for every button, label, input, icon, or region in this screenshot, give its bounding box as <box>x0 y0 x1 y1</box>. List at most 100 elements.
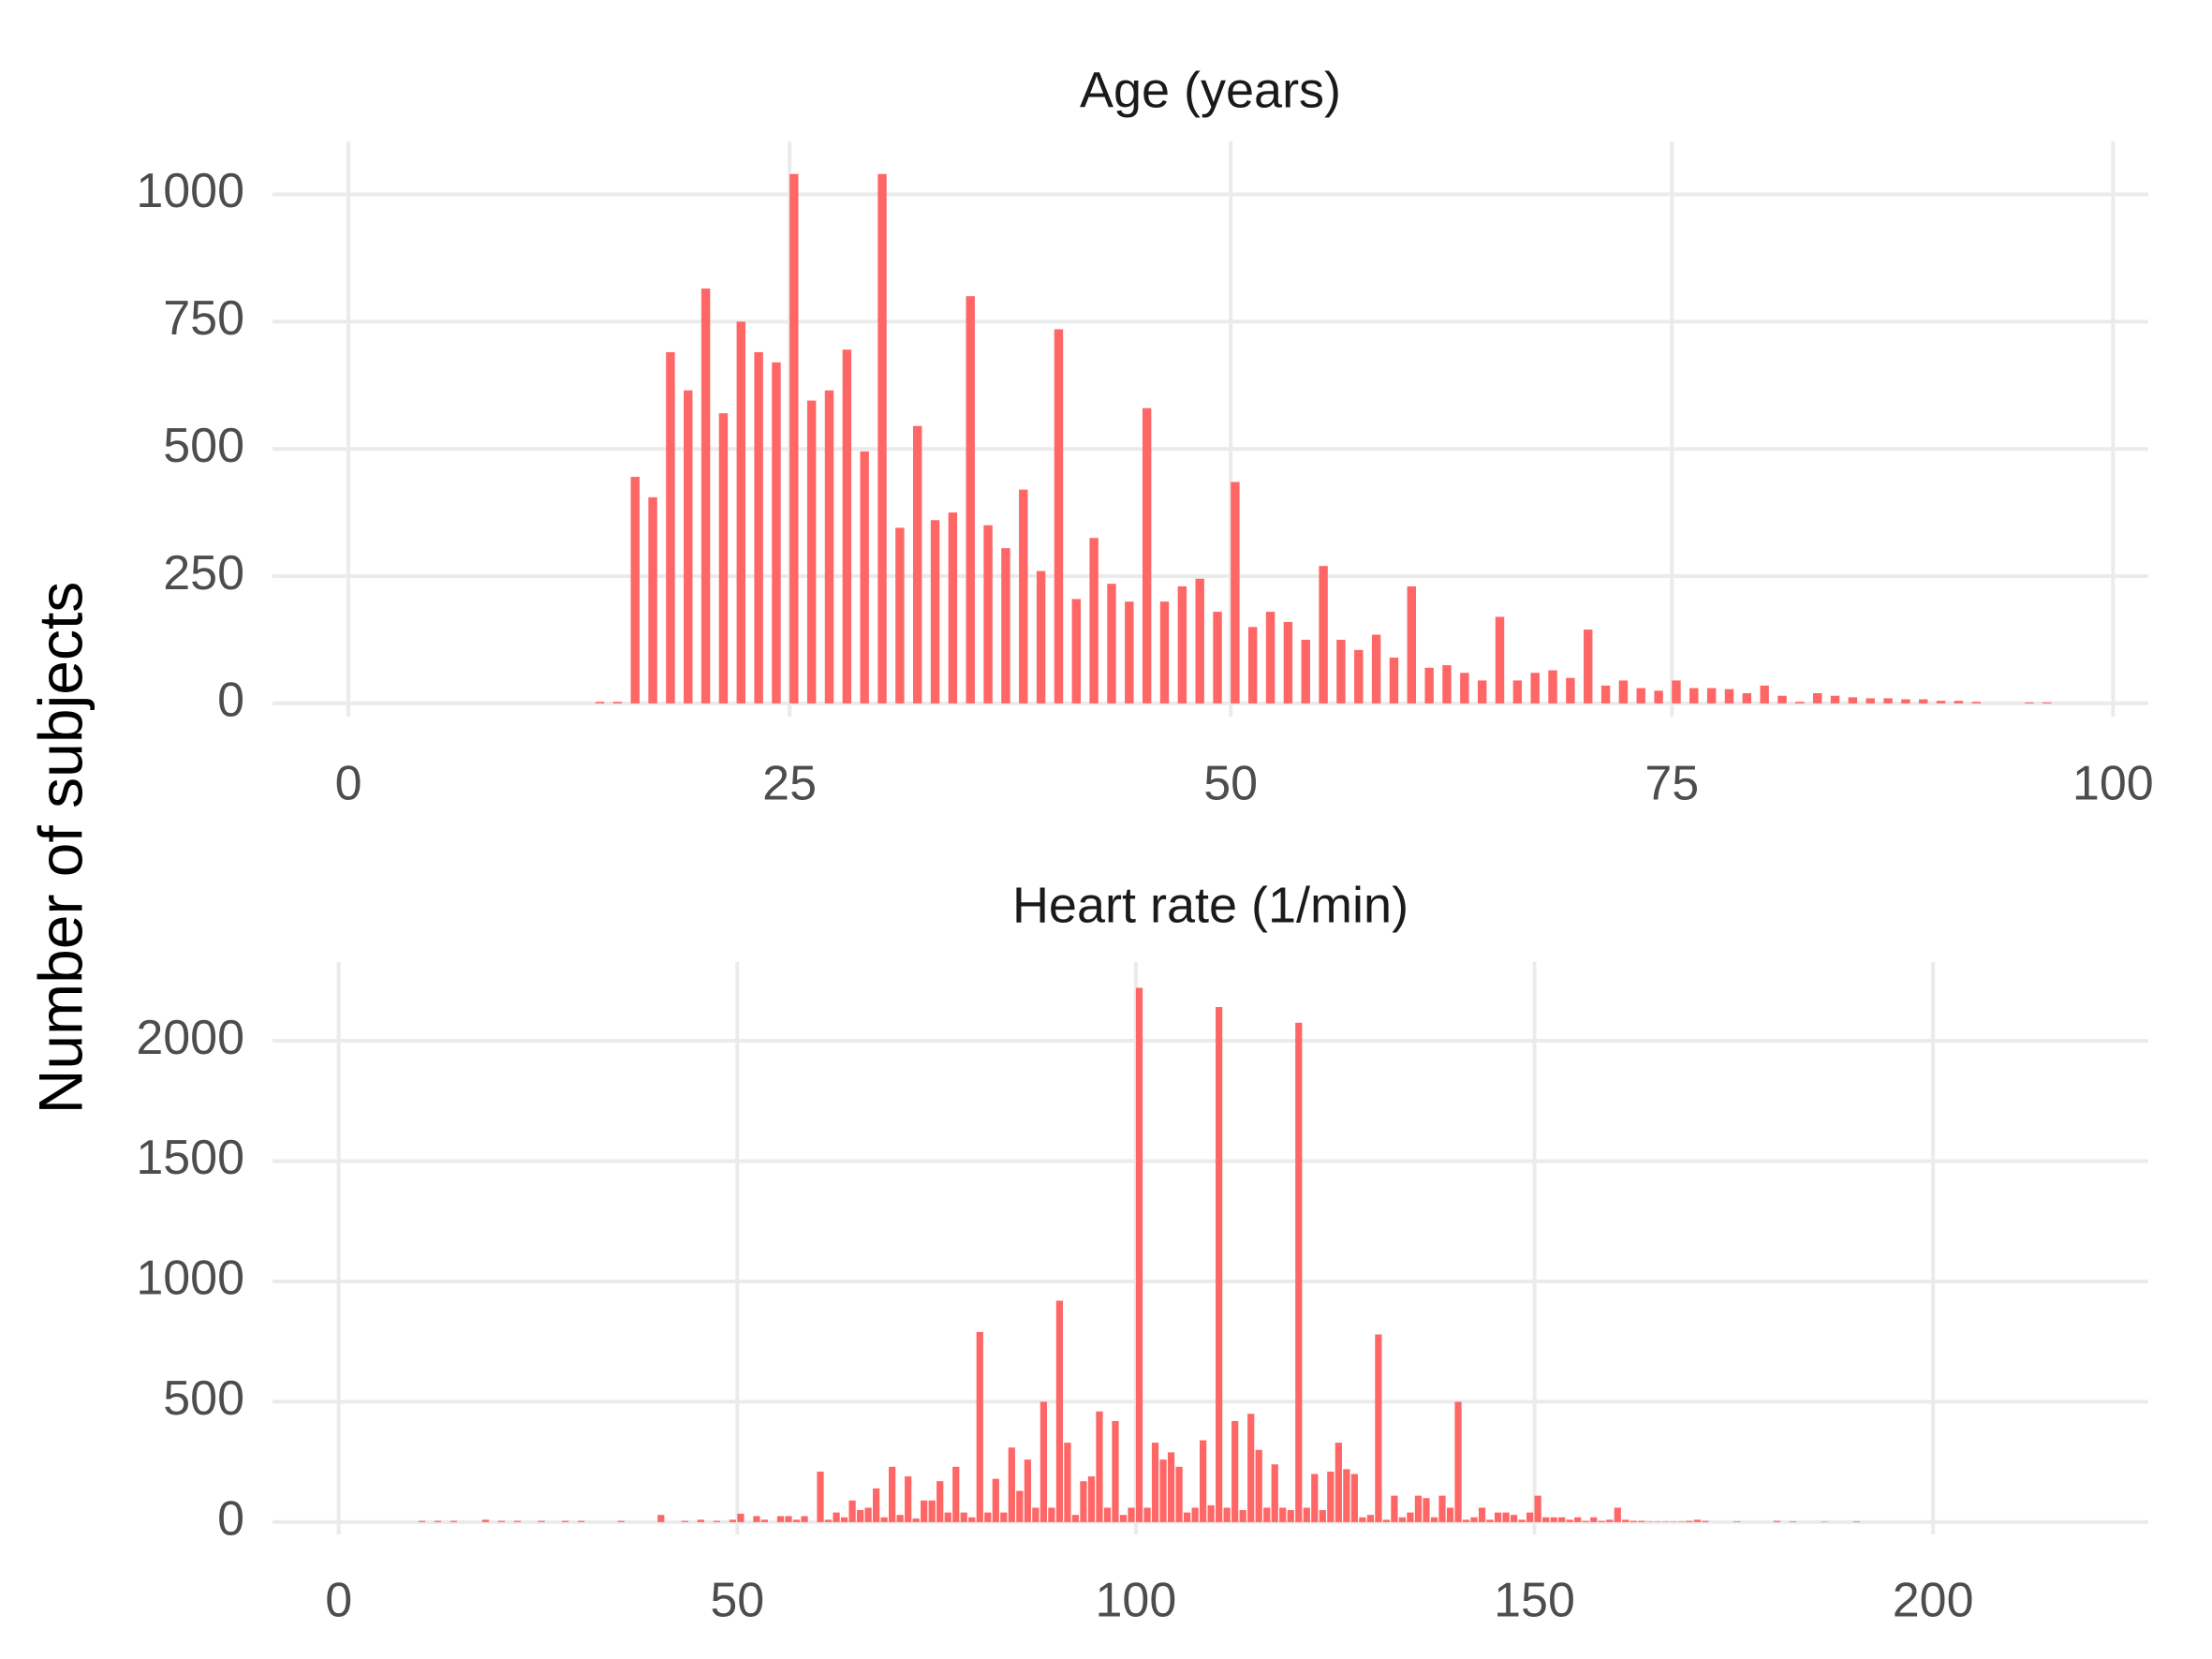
bar <box>450 1520 458 1522</box>
bar <box>1159 1459 1167 1522</box>
bar <box>2025 702 2034 704</box>
bar <box>872 1488 880 1522</box>
bar <box>930 520 940 704</box>
bar <box>1638 1520 1645 1522</box>
y-tick-label: 1000 <box>136 1252 244 1306</box>
bar <box>948 512 958 704</box>
bar <box>1530 673 1540 704</box>
bar <box>1821 1521 1829 1522</box>
bar <box>1919 699 1928 704</box>
bar <box>1558 1517 1566 1522</box>
bar <box>1512 680 1523 704</box>
bar <box>806 400 817 704</box>
bar <box>1175 1466 1183 1522</box>
bar <box>1371 634 1381 704</box>
bar <box>1216 1007 1223 1522</box>
bar <box>1054 329 1064 704</box>
bar <box>1107 584 1116 704</box>
bar <box>1742 693 1752 704</box>
y-axis-label: Number of subjects <box>25 582 95 1115</box>
bar <box>983 525 993 704</box>
bar <box>1566 1519 1573 1522</box>
bar <box>1518 1519 1526 1522</box>
bar <box>1495 616 1505 704</box>
panel-title: Heart rate (1/min) <box>1012 877 1408 933</box>
bar <box>1265 612 1276 704</box>
bar <box>1271 1464 1278 1522</box>
bar <box>1430 1517 1438 1522</box>
bar <box>1087 1476 1096 1522</box>
bar <box>1548 670 1557 704</box>
bar <box>801 1516 808 1522</box>
bar <box>1618 680 1629 704</box>
bar <box>1135 987 1143 1522</box>
bar <box>1502 1512 1510 1522</box>
bar <box>1000 1512 1008 1522</box>
bar <box>880 1517 888 1522</box>
bar <box>1343 1469 1350 1522</box>
x-tick-label: 200 <box>1893 1574 1974 1628</box>
bar <box>992 1478 999 1522</box>
panel-title: Age (years) <box>1080 62 1341 118</box>
bar <box>595 702 605 704</box>
y-tick-label: 1000 <box>136 164 244 218</box>
bar <box>824 390 834 704</box>
bar <box>1119 1515 1128 1522</box>
bar <box>1327 1471 1335 1522</box>
bar <box>1510 1515 1518 1522</box>
x-tick-label: 75 <box>1644 757 1699 811</box>
bar <box>1016 1490 1024 1522</box>
bar <box>1462 1519 1470 1522</box>
bar <box>952 1466 960 1522</box>
bar <box>1590 1517 1598 1522</box>
bar <box>1584 630 1593 704</box>
bar <box>617 1520 625 1522</box>
bar <box>630 477 640 704</box>
bar <box>718 413 729 704</box>
bar <box>1423 1498 1430 1522</box>
bar <box>833 1512 840 1522</box>
bar <box>1071 1515 1080 1522</box>
bar <box>772 362 781 704</box>
bar <box>1071 599 1082 704</box>
bar <box>889 1466 896 1522</box>
bar <box>1686 1520 1693 1522</box>
bar <box>1125 601 1134 704</box>
bar <box>1677 1521 1685 1522</box>
bar <box>984 1512 992 1522</box>
bar <box>944 1512 951 1522</box>
bar <box>1319 566 1328 704</box>
bar <box>1454 1401 1462 1522</box>
x-tick-label: 0 <box>335 757 362 811</box>
bar <box>1693 1519 1702 1522</box>
bar <box>966 296 975 704</box>
bar <box>497 1520 506 1522</box>
bar <box>1477 680 1487 704</box>
bar <box>1382 1519 1391 1522</box>
bar <box>418 1520 426 1522</box>
bar <box>792 1519 801 1522</box>
bar <box>1883 698 1893 704</box>
bar <box>1303 1507 1310 1522</box>
bar <box>1048 1507 1055 1522</box>
bar <box>1733 1521 1741 1522</box>
bar <box>1248 627 1258 704</box>
bar <box>1207 1504 1215 1522</box>
bar <box>1336 639 1346 704</box>
bar <box>1247 1414 1255 1522</box>
bar <box>1177 585 1187 704</box>
bar <box>1032 1507 1040 1522</box>
y-tick-label: 750 <box>163 291 244 346</box>
bar <box>1670 1521 1677 1522</box>
bar <box>1283 621 1293 704</box>
bar <box>1566 677 1575 704</box>
y-tick-label: 0 <box>217 674 244 728</box>
bar <box>1936 701 1946 704</box>
bar <box>960 1512 967 1522</box>
bar <box>1795 702 1805 704</box>
bar <box>1486 1519 1494 1522</box>
bar <box>1954 701 1964 704</box>
bar <box>1424 667 1434 704</box>
bar <box>856 1510 864 1522</box>
bar <box>648 496 657 704</box>
